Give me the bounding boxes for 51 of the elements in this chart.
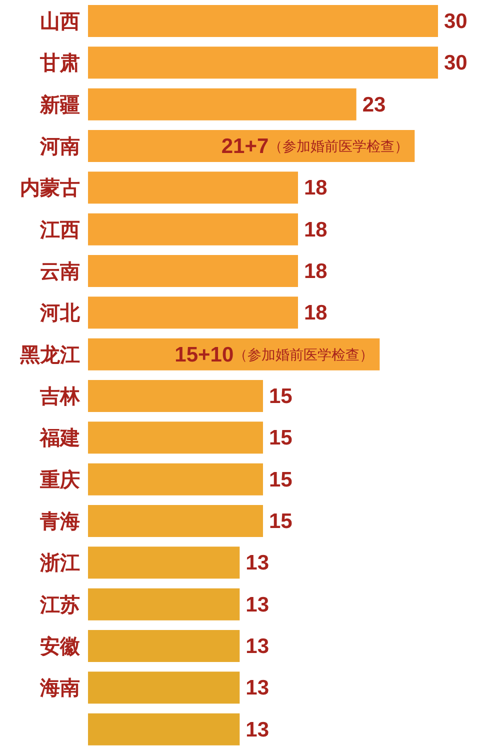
bar [88,463,263,496]
data-label: 15 [269,384,293,408]
data-label: 13 [246,592,270,616]
bar [88,505,263,537]
bar [88,672,240,704]
y-tick-label: 福建 [39,426,80,450]
y-tick-label: 海南 [39,676,80,700]
data-label: 30 [444,10,468,32]
y-tick-label: 吉林 [39,384,81,408]
y-tick-label: 黑龙江 [19,342,80,366]
data-label: 23 [362,92,386,116]
bar [88,296,298,329]
data-label: 13 [246,718,270,741]
y-tick-label: 江苏 [39,592,80,616]
y-tick-label: 安徽 [40,634,81,658]
bar [88,713,240,746]
y-tick-label: 新疆 [39,92,80,116]
bar [88,546,240,579]
y-tick-label: 青海 [39,508,80,533]
data-label: 21+7（参加婚前医学检查） [221,134,409,158]
data-label: 18 [304,301,328,324]
data-label: 13 [246,676,270,700]
y-tick-label: 内蒙古 [20,176,80,200]
bar [88,380,263,412]
data-label: 15 [269,510,293,532]
data-label: 15 [269,468,293,491]
bar [88,588,240,620]
y-tick-label: 云南 [40,258,80,283]
data-label: 15 [269,426,293,450]
data-label: 13 [246,634,270,658]
data-label: 18 [304,218,328,241]
bar [88,172,298,204]
y-tick-label: 河南 [39,134,80,158]
data-label: 18 [304,260,328,282]
bar [88,46,438,79]
data-label: 18 [304,176,328,200]
data-label: 15+10（参加婚前医学检查） [174,342,374,366]
bar [88,88,356,120]
y-tick-label: 浙江 [39,550,80,575]
y-tick-label: 甘肃 [39,50,80,75]
y-tick-label: 重庆 [39,467,80,492]
bar [88,255,298,287]
bar [88,213,298,246]
bar [88,630,240,662]
y-tick-label: 江西 [39,217,80,242]
bar [88,5,438,37]
data-label: 30 [444,51,468,74]
y-tick-label: 河北 [39,300,81,325]
data-label: 13 [246,551,270,574]
bar [88,422,263,454]
y-tick-label: 山西 [40,8,80,33]
